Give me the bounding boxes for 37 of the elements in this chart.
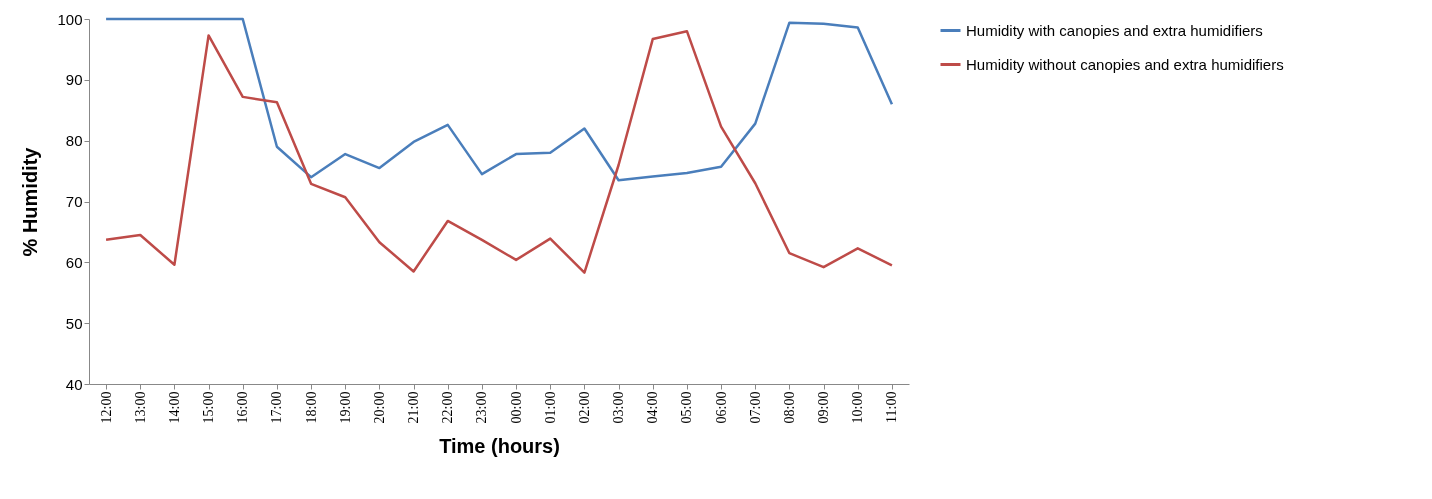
x-tick-label: 13:00: [132, 391, 148, 424]
x-tick-label: 10:00: [850, 391, 866, 424]
y-tick-label: 80: [65, 132, 83, 150]
x-tick-label: 07:00: [747, 391, 763, 424]
x-tick-label: 12:00: [98, 391, 114, 424]
x-tick-label: 18:00: [303, 391, 319, 424]
x-tick-label: 22:00: [440, 391, 456, 424]
legend-label: Humidity with canopies and extra humidifiers: [966, 21, 1263, 39]
x-tick-label: 03:00: [611, 391, 627, 424]
y-tick-label: 40: [65, 375, 83, 393]
x-axis-title: Time (hours): [439, 435, 560, 458]
x-tick-label: 06:00: [713, 391, 729, 424]
x-tick-label: 09:00: [816, 391, 832, 424]
x-tick-label: 00:00: [508, 391, 524, 424]
y-tick-label: 90: [65, 71, 83, 89]
line-series: [104, 29, 894, 274]
line-series: [104, 17, 894, 182]
x-tick-label: 05:00: [679, 391, 695, 424]
x-tick-label: 14:00: [166, 391, 182, 424]
x-tick-label: 17:00: [269, 391, 285, 424]
x-tick-label: 23:00: [474, 391, 490, 424]
y-tick-label: 70: [65, 193, 83, 210]
y-tick-label: 100: [57, 10, 83, 28]
x-tick-label: 02:00: [576, 391, 592, 424]
x-tick-label: 08:00: [781, 391, 797, 424]
x-tick-label: 20:00: [371, 391, 387, 424]
x-tick-label: 01:00: [542, 391, 558, 424]
y-tick-label: 60: [65, 253, 83, 271]
legend-label: Humidity without canopies and extra humidifiers: [966, 55, 1284, 73]
y-tick-label: 50: [65, 314, 83, 332]
x-tick-label: 11:00: [884, 391, 900, 423]
y-axis-title: % Humidity: [19, 146, 42, 257]
x-tick-label: 21:00: [406, 391, 422, 424]
x-tick-label: 15:00: [201, 391, 217, 424]
x-tick-label: 19:00: [337, 391, 353, 424]
x-tick-label: 16:00: [235, 391, 251, 424]
x-tick-label: 04:00: [645, 391, 661, 424]
